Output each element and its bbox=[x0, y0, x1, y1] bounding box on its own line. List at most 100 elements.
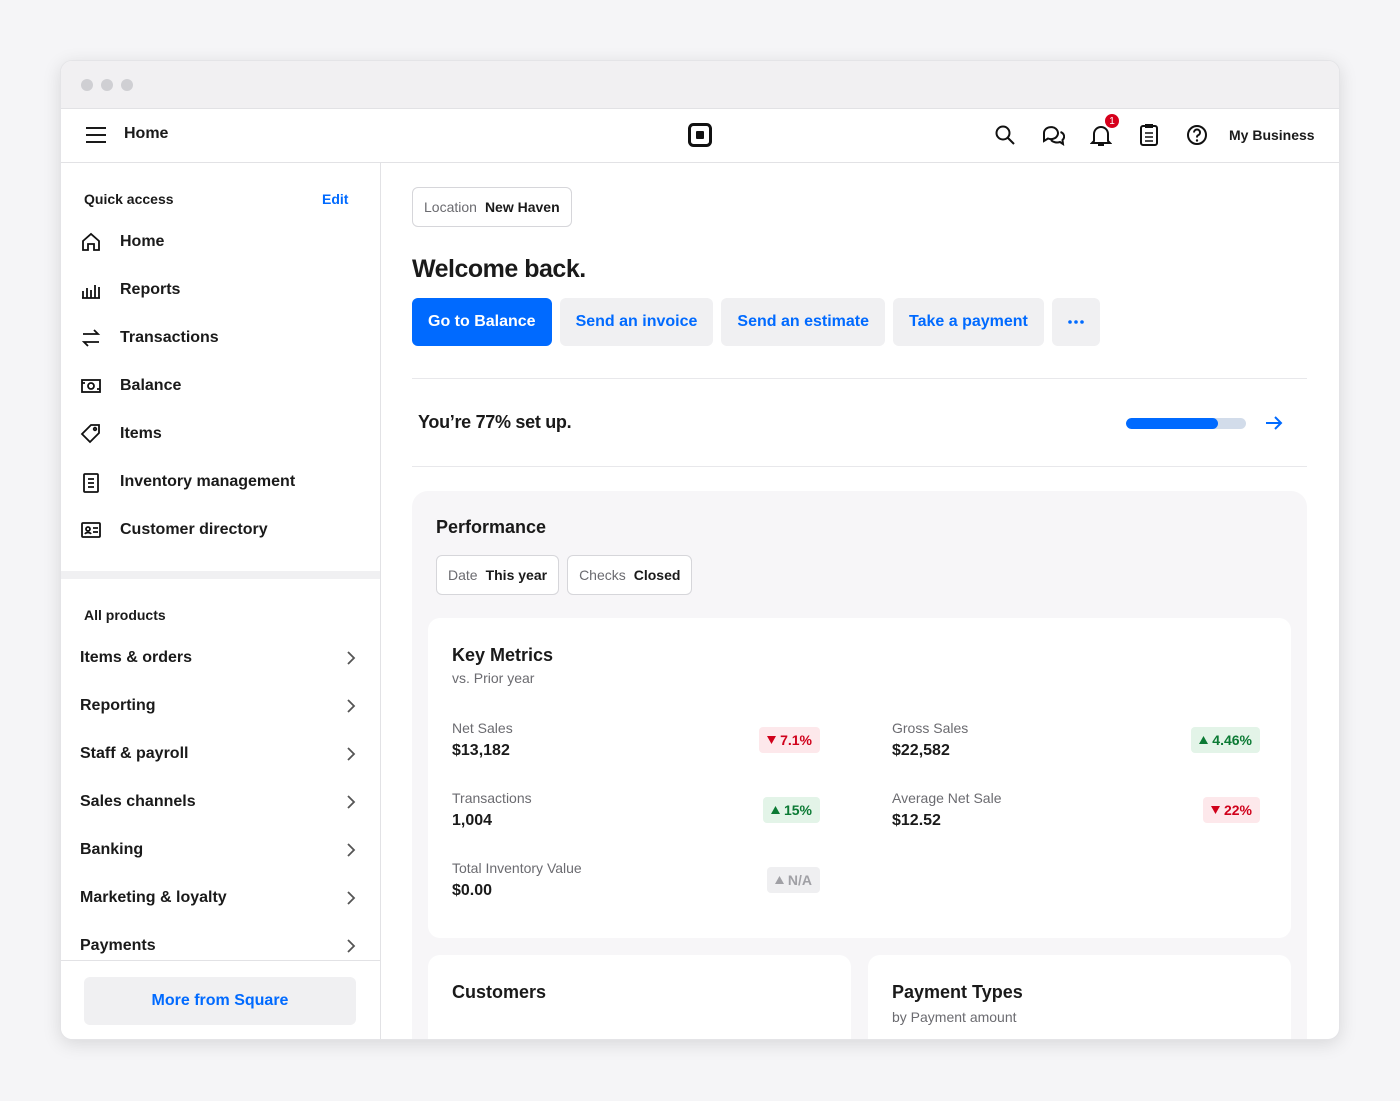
product-label: Sales channels bbox=[80, 793, 196, 810]
panel-title: Performance bbox=[436, 517, 547, 537]
card-title: Payment Types bbox=[892, 982, 1023, 1002]
product-item[interactable]: Sales channels bbox=[61, 778, 380, 826]
chevron-icon bbox=[347, 699, 356, 713]
action-button[interactable]: Go to Balance bbox=[412, 298, 552, 346]
product-item[interactable]: Banking bbox=[61, 826, 380, 874]
key-metrics-card: Key Metrics vs. Prior year Net Sales $13,… bbox=[428, 618, 1291, 938]
chevron bbox=[345, 746, 357, 767]
window-dot bbox=[101, 79, 113, 91]
chevron-icon bbox=[347, 891, 356, 905]
section-title: Quick access bbox=[84, 191, 174, 207]
nav-item[interactable]: Inventory management bbox=[61, 458, 380, 506]
filter-label: Date bbox=[448, 567, 478, 583]
change-arrow bbox=[770, 806, 780, 814]
metric-value: $13,182 bbox=[452, 742, 510, 759]
edit-link[interactable]: Edit bbox=[322, 191, 349, 207]
product-item[interactable]: Marketing & loyalty bbox=[61, 874, 380, 922]
card-subtitle: vs. Prior year bbox=[452, 670, 535, 686]
divider bbox=[412, 378, 1307, 379]
nav-icon bbox=[80, 375, 102, 402]
filter-value: Closed bbox=[633, 567, 681, 583]
nav-icon bbox=[80, 519, 102, 546]
nav-item[interactable]: Customer directory bbox=[61, 506, 380, 554]
nav-icon bbox=[82, 285, 100, 299]
product-item[interactable]: Reporting bbox=[61, 682, 380, 730]
search-icon[interactable] bbox=[994, 124, 1016, 146]
chevron bbox=[345, 890, 357, 911]
tasks-icon[interactable] bbox=[1139, 123, 1159, 147]
ellipsis-icon bbox=[1068, 320, 1084, 324]
top-nav: Home 1 My Business bbox=[61, 109, 1339, 163]
filter-value: New Haven bbox=[484, 199, 560, 215]
section-title: All products bbox=[84, 607, 166, 623]
performance-panel: Performance Date This year Checks Closed Ke… bbox=[412, 491, 1307, 1039]
metric-label: Total Inventory Value bbox=[452, 860, 582, 876]
nav-item[interactable]: Items bbox=[61, 410, 380, 458]
nav-item[interactable]: Home bbox=[61, 218, 380, 266]
nav-icon bbox=[82, 232, 100, 251]
product-item[interactable]: Payments bbox=[61, 922, 380, 970]
change-value: 15% bbox=[783, 802, 812, 818]
divider bbox=[412, 466, 1307, 467]
nav-icon bbox=[80, 424, 100, 444]
section-divider bbox=[61, 571, 380, 579]
more-button[interactable]: More from Square bbox=[84, 977, 356, 1025]
help-icon[interactable] bbox=[1186, 124, 1208, 146]
product-label: Staff & payroll bbox=[80, 745, 189, 762]
nav-label: Home bbox=[120, 233, 165, 250]
nav-label: Inventory management bbox=[120, 473, 296, 490]
nav-label: Transactions bbox=[120, 329, 219, 346]
chevron bbox=[345, 698, 357, 719]
page-title: Home bbox=[124, 125, 169, 142]
messages-icon[interactable] bbox=[1041, 124, 1065, 146]
change-arrow bbox=[767, 736, 777, 744]
nav-label: Items bbox=[120, 425, 162, 442]
action-button[interactable]: Take a payment bbox=[893, 298, 1044, 346]
product-label: Payments bbox=[80, 937, 156, 954]
location-filter[interactable]: Location New Haven bbox=[412, 187, 572, 227]
change-value: 4.46% bbox=[1212, 732, 1252, 748]
progress-fill bbox=[1126, 418, 1219, 429]
notification-badge: 1 bbox=[1104, 113, 1120, 129]
metric-label: Net Sales bbox=[452, 720, 513, 736]
chevron-icon bbox=[347, 939, 356, 953]
setup-arrow[interactable] bbox=[1265, 414, 1283, 432]
menu-icon[interactable] bbox=[85, 126, 107, 144]
change-value: N/A bbox=[787, 872, 812, 888]
action-button[interactable]: Send an estimate bbox=[721, 298, 885, 346]
change-badge: 7.1% bbox=[759, 727, 820, 753]
filter-label: Checks bbox=[579, 567, 626, 583]
nav-icon bbox=[80, 327, 102, 354]
action-button[interactable]: Send an invoice bbox=[559, 298, 714, 346]
welcome-heading: Welcome back. bbox=[412, 255, 586, 283]
nav-icon bbox=[81, 329, 101, 347]
performance-filters: Date This year Checks Closed bbox=[436, 555, 693, 595]
product-item[interactable]: Items & orders bbox=[61, 634, 380, 682]
metric-label: Average Net Sale bbox=[892, 790, 1002, 806]
chevron bbox=[345, 794, 357, 815]
account-name[interactable]: My Business bbox=[1229, 127, 1315, 143]
nav-icon bbox=[80, 471, 102, 498]
nav-item[interactable]: Transactions bbox=[61, 314, 380, 362]
nav-icon bbox=[80, 423, 102, 450]
notifications-icon[interactable] bbox=[1090, 124, 1112, 148]
product-item[interactable]: Staff & payroll bbox=[61, 730, 380, 778]
nav-item[interactable]: Balance bbox=[61, 362, 380, 410]
metric-value: 1,004 bbox=[452, 812, 493, 829]
change-value: 7.1% bbox=[780, 732, 812, 748]
action-buttons: Go to Balance Send an invoice Send an esti… bbox=[412, 298, 1100, 346]
main-content: Location New Haven Welcome back. Go to B… bbox=[381, 163, 1339, 1039]
nav-item[interactable]: Reports bbox=[61, 266, 380, 314]
filter-chip[interactable]: Date This year bbox=[436, 555, 560, 595]
filter-label: Location bbox=[424, 199, 477, 215]
nav-label: Reports bbox=[120, 281, 181, 298]
progress-track bbox=[1126, 418, 1246, 429]
card-title: Key Metrics bbox=[452, 645, 554, 665]
customers-card: Customers bbox=[428, 955, 851, 1039]
nav-icon bbox=[80, 231, 102, 258]
more-actions-button[interactable] bbox=[1051, 298, 1100, 346]
square-logo[interactable] bbox=[688, 123, 712, 147]
filter-chip[interactable]: Checks Closed bbox=[567, 555, 693, 595]
change-arrow bbox=[1210, 806, 1220, 814]
nav-label: Balance bbox=[120, 377, 182, 394]
